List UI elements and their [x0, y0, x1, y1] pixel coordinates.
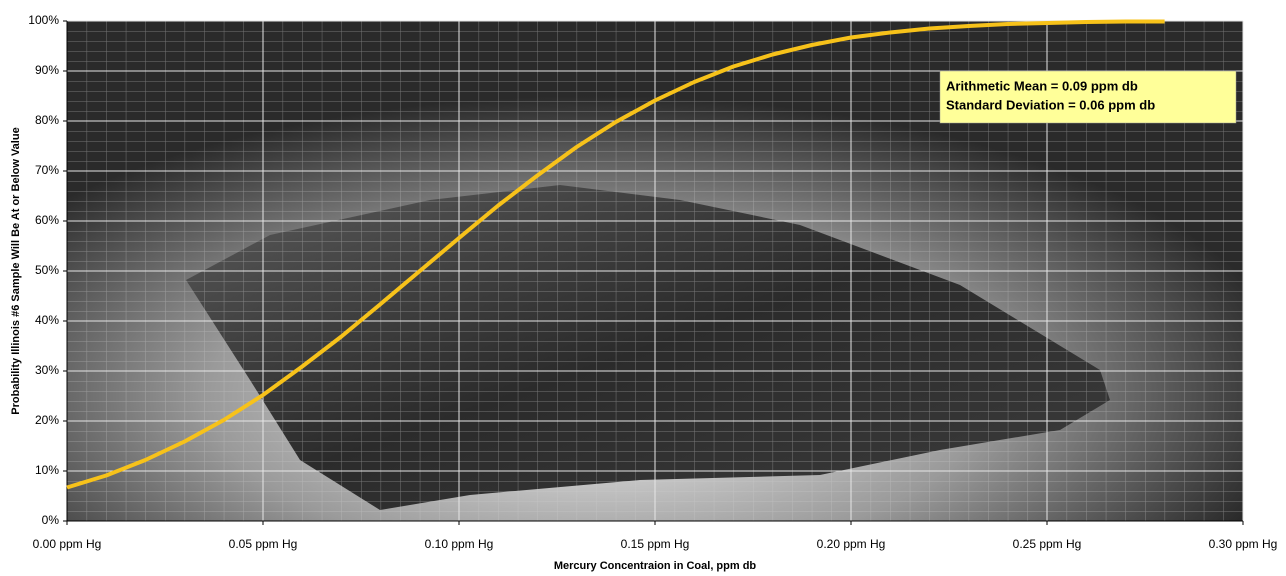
- x-tick-label: 0.25 ppm Hg: [1013, 537, 1082, 551]
- y-axis-title: Probability Illinois #6 Sample Will Be A…: [10, 127, 22, 414]
- y-tick-label: 100%: [28, 13, 59, 27]
- labels: Mercury Concentraion in Coal, ppm db Pro…: [10, 13, 1277, 572]
- y-tick-label: 70%: [35, 163, 59, 177]
- y-tick-label: 20%: [35, 413, 59, 427]
- y-tick-label: 60%: [35, 213, 59, 227]
- x-tick-label: 0.20 ppm Hg: [817, 537, 886, 551]
- y-tick-label: 40%: [35, 313, 59, 327]
- annotation: Arithmetic Mean = 0.09 ppm db: [946, 78, 1138, 93]
- y-tick-label: 30%: [35, 363, 59, 377]
- y-tick-label: 80%: [35, 113, 59, 127]
- series: [66, 19, 1165, 490]
- x-tick-label: 0.15 ppm Hg: [621, 537, 690, 551]
- annotation-box: Arithmetic Mean = 0.09 ppm db Standard D…: [939, 70, 1237, 124]
- x-axis-title: Mercury Concentraion in Coal, ppm db: [554, 560, 757, 572]
- y-tick-label: 0%: [42, 513, 60, 527]
- data-line: [66, 19, 1165, 490]
- x-tick-label: 0.05 ppm Hg: [229, 537, 298, 551]
- x-tick-label: 0.30 ppm Hg: [1209, 537, 1278, 551]
- x-tick-label: 0.10 ppm Hg: [425, 537, 494, 551]
- y-tick-label: 50%: [35, 263, 59, 277]
- x-tick-label: 0.00 ppm Hg: [33, 537, 102, 551]
- y-tick-label: 90%: [35, 63, 59, 77]
- annotation: Standard Deviation = 0.06 ppm db: [946, 97, 1155, 112]
- y-tick-label: 10%: [35, 463, 59, 477]
